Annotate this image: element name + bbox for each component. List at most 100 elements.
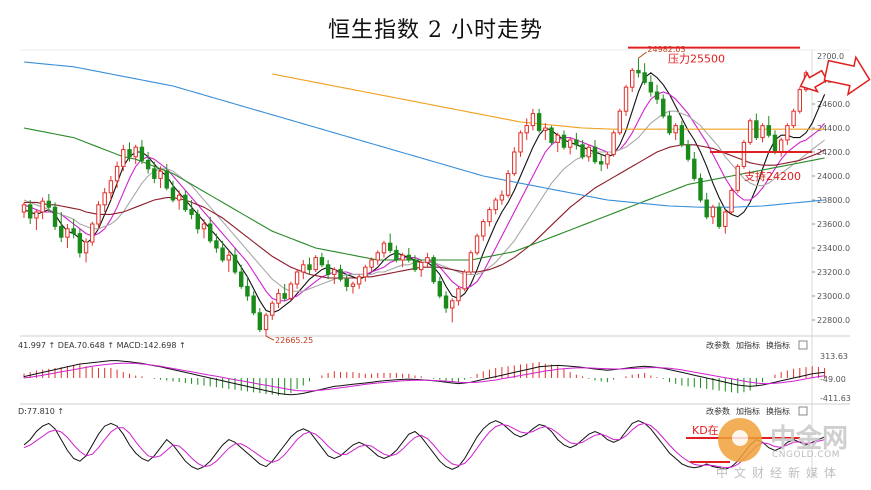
moving-average-line	[23, 91, 826, 302]
candle-body	[611, 132, 616, 155]
page-title: 恒生指数 2 小时走势	[328, 18, 543, 43]
candle-body	[251, 295, 256, 314]
y-tick-label: 23600.0	[817, 220, 850, 229]
candle-body	[313, 257, 318, 271]
candle-body	[282, 293, 287, 299]
candle-body	[369, 259, 374, 268]
watermark-cn: 中金网	[770, 424, 849, 454]
watermark-en: CNGOLD.COM	[772, 450, 841, 460]
candle-body	[108, 180, 114, 194]
candle-body	[294, 271, 300, 285]
candle-body	[574, 139, 579, 146]
candle-body	[27, 204, 33, 219]
macd-panel-button: 改参数	[706, 340, 730, 350]
candle-body	[735, 165, 740, 191]
candle-body	[245, 285, 250, 297]
candle-body	[325, 264, 331, 275]
candle-body	[778, 139, 784, 153]
candle-body	[418, 261, 424, 271]
moving-average-line	[23, 72, 826, 314]
candle-body	[21, 204, 27, 213]
candle-body	[729, 189, 734, 213]
candle-body	[102, 192, 107, 206]
candle-body	[412, 259, 418, 271]
y-tick-label: 24400.0	[817, 124, 850, 133]
candle-body	[425, 257, 430, 263]
candle-body	[685, 144, 691, 160]
candle-body	[605, 153, 610, 165]
candle-body	[679, 125, 685, 146]
candle-body	[263, 314, 269, 331]
macd-dea-line	[23, 362, 825, 392]
candle-body	[648, 81, 654, 93]
candle-body	[226, 254, 232, 261]
candle-body	[145, 159, 151, 170]
kd-header: D:77.810 ↑	[18, 407, 64, 416]
low-pointer	[265, 335, 275, 341]
moving-average-line	[272, 73, 825, 130]
candle-body	[716, 206, 722, 227]
candle-body	[785, 125, 790, 141]
candle-body	[437, 281, 443, 297]
candle-body	[170, 187, 176, 201]
candle-body	[698, 177, 703, 201]
candle-body	[232, 254, 238, 273]
candle-body	[158, 170, 163, 179]
candle-body	[52, 206, 58, 227]
candle-body	[654, 91, 660, 100]
y-tick-label: 24000.0	[817, 172, 850, 181]
candle-body	[797, 89, 803, 112]
candle-body	[114, 165, 120, 182]
candle-body	[443, 295, 449, 309]
low-label: 22665.25	[275, 336, 313, 345]
candle-body	[543, 127, 548, 131]
kd-k-line	[23, 420, 825, 470]
y-tick-label: 23800.0	[817, 196, 850, 205]
watermark-sub: 中文财经新媒体	[716, 466, 843, 480]
candle-body	[586, 146, 591, 158]
kd-close-icon	[798, 406, 808, 416]
candle-body	[201, 223, 207, 230]
candle-body	[474, 235, 480, 254]
macd-tick-label: -411.63	[820, 394, 851, 403]
candle-body	[617, 110, 623, 134]
candle-body	[772, 134, 778, 153]
y-tick-label: 24600.0	[817, 100, 850, 109]
candle-body	[152, 168, 157, 179]
candle-body	[481, 221, 486, 237]
candle-body	[195, 213, 200, 230]
resistance-label: 压力25500	[668, 53, 725, 66]
moving-average-line	[24, 144, 825, 279]
candle-body	[642, 72, 647, 83]
kd-panel-button: 换指标	[766, 406, 790, 416]
candle-body	[462, 271, 467, 290]
candle-body	[270, 302, 275, 316]
candle-body	[561, 134, 567, 148]
watermark: 中金网 CNGOLD.COM 中文财经新媒体	[712, 414, 862, 484]
candle-body	[139, 146, 145, 161]
candle-body	[301, 264, 306, 273]
candle-body	[394, 249, 399, 261]
candle-body	[580, 144, 585, 158]
candle-body	[456, 288, 461, 302]
y-tick-label: 23400.0	[817, 244, 850, 253]
macd-close-icon	[798, 340, 808, 350]
candle-body	[176, 194, 182, 201]
candle-body	[288, 283, 294, 299]
candle-body	[276, 293, 281, 304]
candle-body	[207, 223, 213, 242]
y-tick-label: 22800.0	[817, 316, 850, 325]
candle-body	[34, 211, 39, 219]
candle-body	[239, 271, 244, 287]
candle-body	[630, 69, 635, 88]
macd-header: 41.997 ↑ DEA.70.648 ↑ MACD:142.698 ↑	[18, 341, 186, 350]
candle-body	[747, 120, 753, 143]
macd-panel-button: 加指标	[736, 340, 760, 350]
candle-body	[257, 312, 263, 331]
kd-panel-button: 加指标	[736, 406, 760, 416]
candle-body	[766, 125, 771, 136]
y-tick-label: 23200.0	[817, 268, 850, 277]
right-arrow-icon	[823, 55, 871, 97]
candle-body	[220, 247, 225, 261]
